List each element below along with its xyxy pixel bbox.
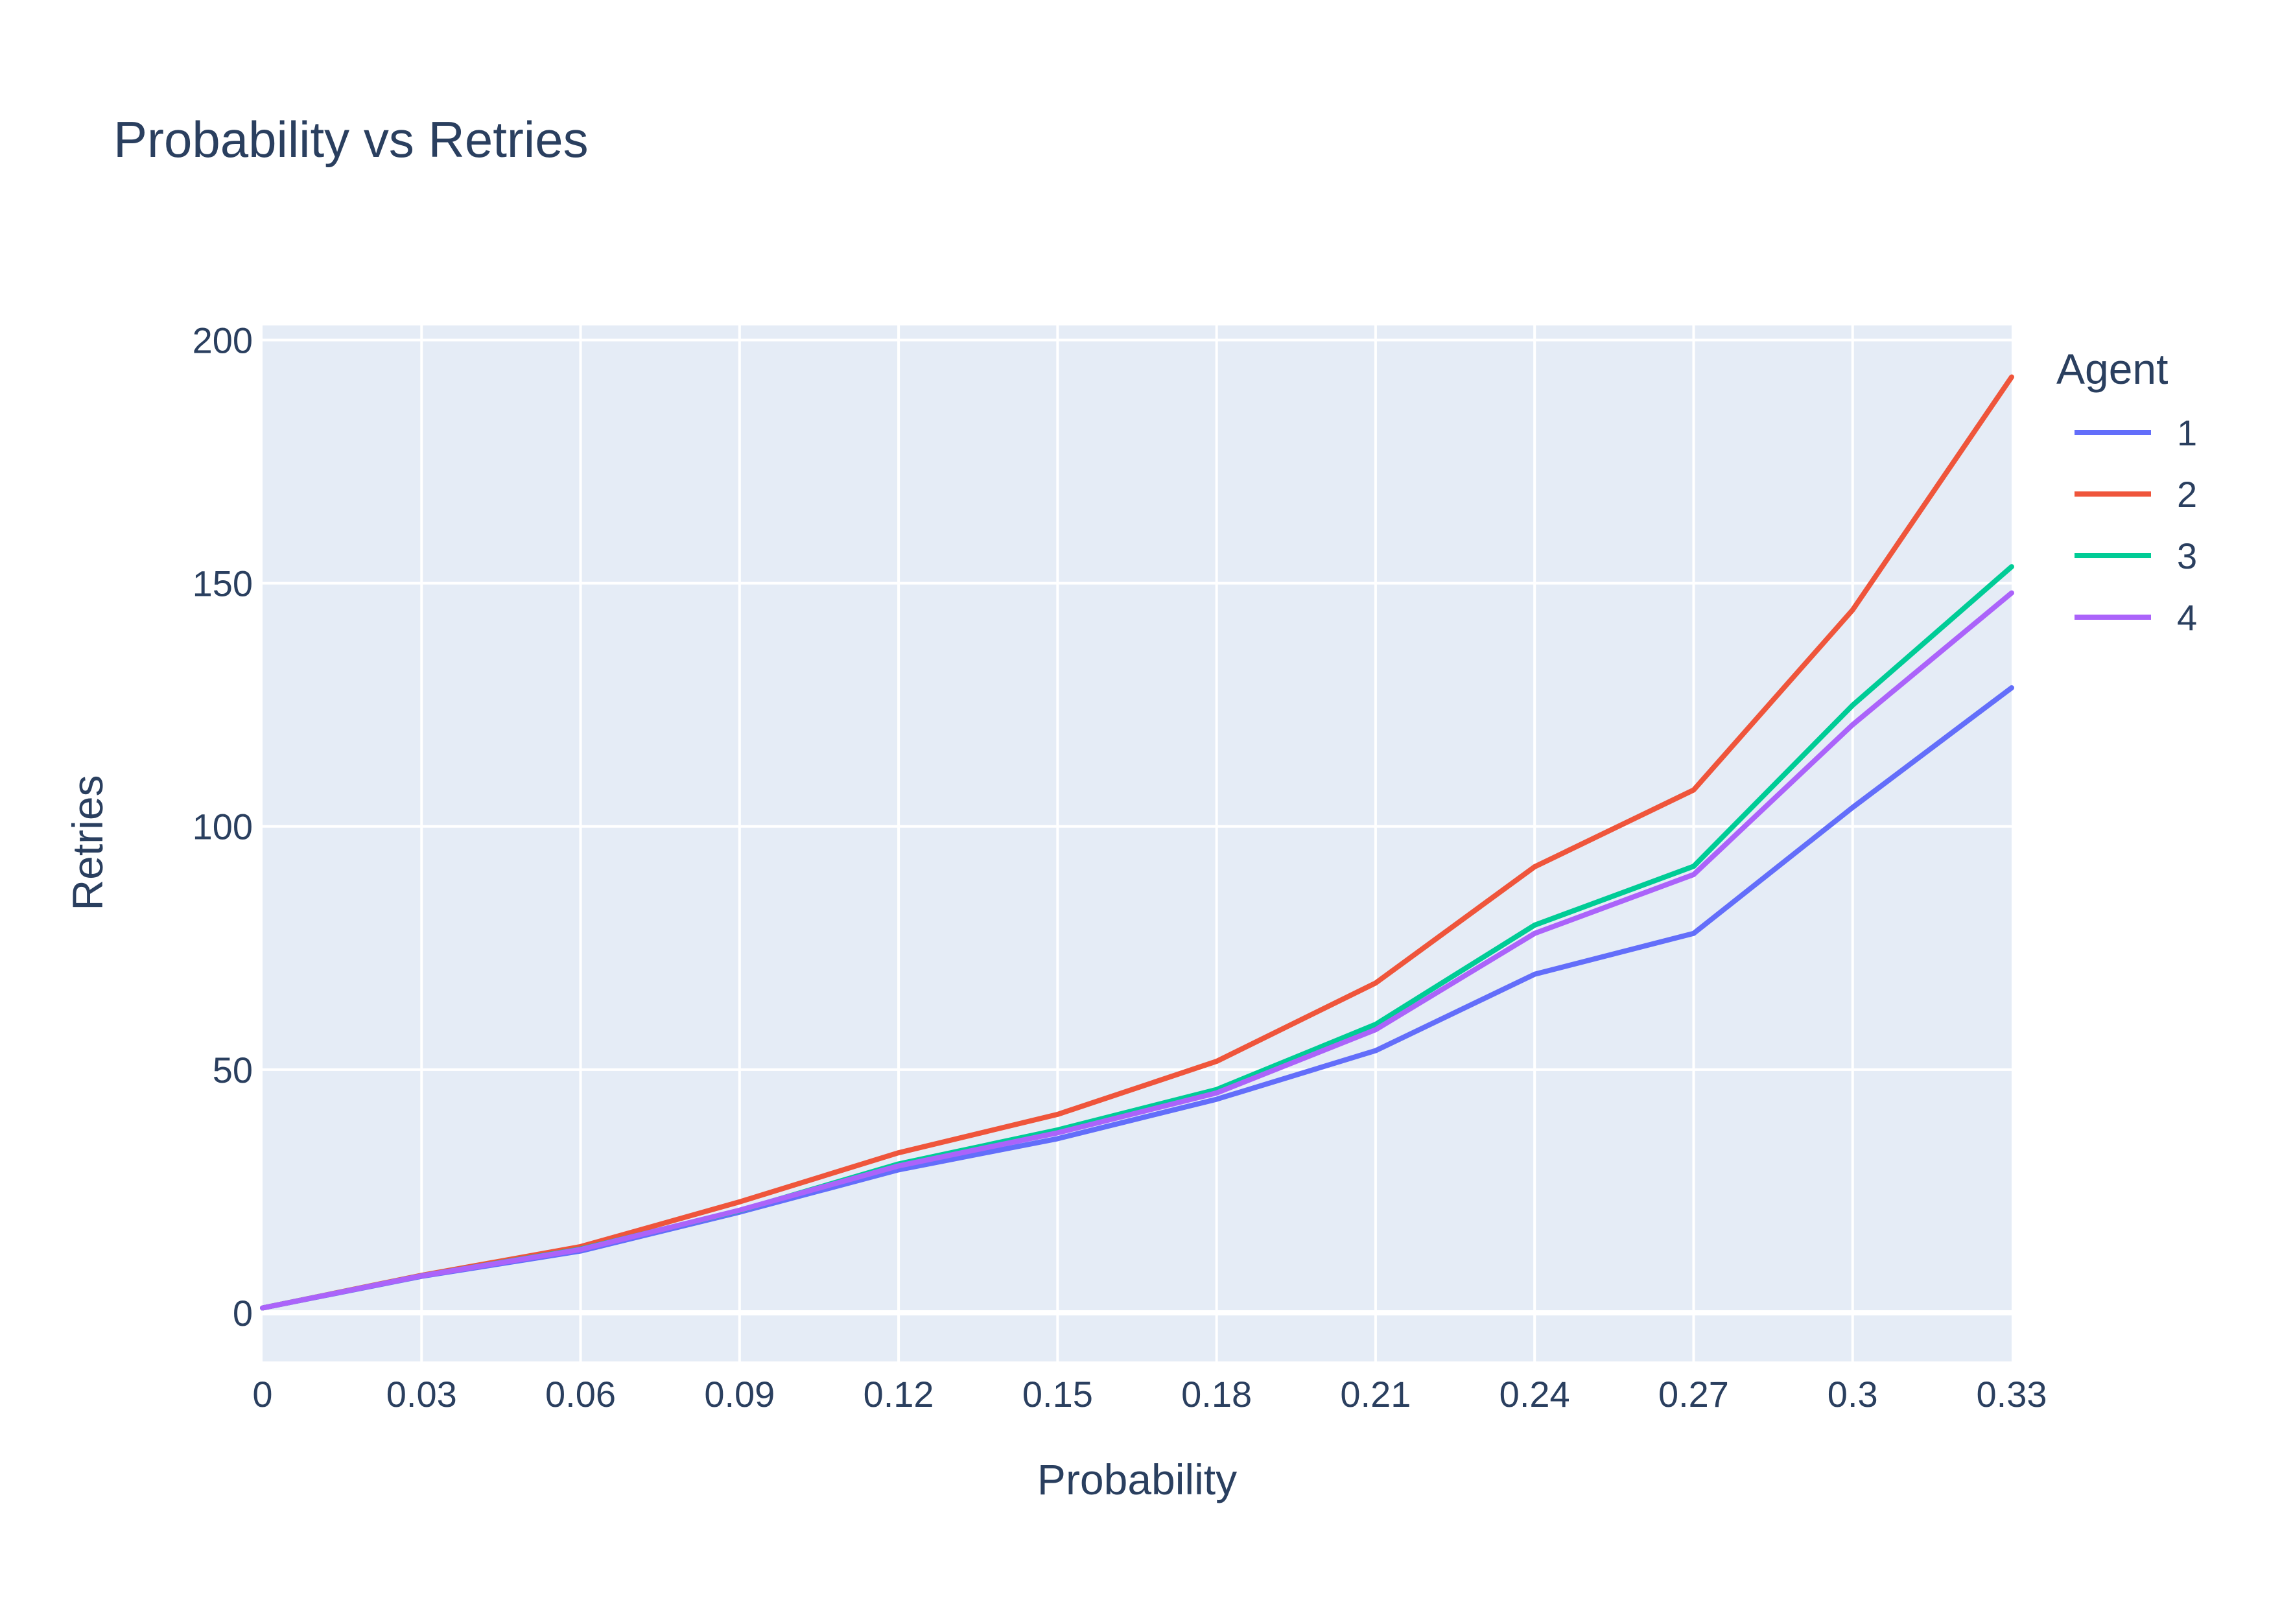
y-tick-label: 150 — [193, 563, 253, 604]
chart-title: Probability vs Retries — [113, 111, 589, 168]
x-tick-label: 0.09 — [704, 1374, 775, 1415]
x-tick-label: 0.27 — [1658, 1374, 1729, 1415]
y-axis-label: Retries — [64, 775, 112, 910]
y-tick-label: 100 — [193, 806, 253, 847]
series-line-agent-4 — [260, 590, 2014, 1311]
x-tick-label: 0.15 — [1022, 1374, 1093, 1415]
x-axis-label: Probability — [1037, 1455, 1237, 1503]
legend-label-agent-4: 4 — [2177, 597, 2197, 638]
y-axis-ticks: 0 50 100 150 200 — [193, 320, 253, 1334]
x-tick-label: 0.24 — [1499, 1374, 1570, 1415]
x-tick-label: 0.21 — [1340, 1374, 1411, 1415]
legend-label-agent-3: 3 — [2177, 535, 2197, 576]
legend-title: Agent — [2056, 345, 2168, 393]
x-tick-label: 0.06 — [545, 1374, 616, 1415]
y-tick-label: 200 — [193, 320, 253, 361]
x-tick-label: 0.03 — [386, 1374, 457, 1415]
x-axis-ticks: 0 0.03 0.06 0.09 0.12 0.15 0.18 0.21 0.24 0.27 0.3… — [252, 1374, 2047, 1415]
legend: Agent 1 2 3 4 — [2056, 345, 2197, 638]
x-tick-label: 0.12 — [864, 1374, 934, 1415]
y-tick-label: 0 — [233, 1293, 253, 1334]
plot-area — [263, 325, 2012, 1361]
series-lines — [260, 374, 2014, 1311]
y-tick-label: 50 — [213, 1050, 253, 1090]
x-tick-label: 0.18 — [1181, 1374, 1252, 1415]
legend-items: 1 2 3 4 — [2075, 412, 2197, 638]
x-tick-label: 0.3 — [1828, 1374, 1878, 1415]
grid — [263, 325, 2012, 1361]
legend-label-agent-1: 1 — [2177, 412, 2197, 453]
x-tick-label: 0.33 — [1977, 1374, 2047, 1415]
legend-label-agent-2: 2 — [2177, 474, 2197, 515]
x-tick-label: 0 — [252, 1374, 272, 1415]
